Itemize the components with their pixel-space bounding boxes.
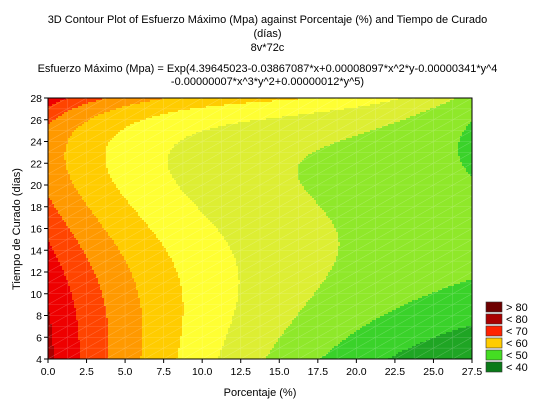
legend-swatch [486,362,502,372]
y-tick-label: 22 [30,158,42,170]
y-tick-label: 4 [36,354,42,366]
y-tick-label: 8 [36,311,42,323]
legend-label: < 80 [506,314,528,326]
legend-label: < 50 [506,350,528,362]
y-tick-label: 18 [30,202,42,214]
x-tick-label: 25.0 [423,366,444,378]
legend-label: < 60 [506,338,528,350]
legend-swatch [486,302,502,312]
y-tick-label: 16 [30,224,42,236]
y-tick-label: 28 [30,93,42,105]
x-tick-label: 17.5 [308,366,329,378]
x-axis: 0.0 2.5 5.0 7.5 10.0 12.5 15.0 17.5 20.0 22.5 25.0… [41,359,483,378]
x-axis-label: Porcentaje (%) [224,387,297,399]
x-tick-label: 10.0 [192,366,213,378]
legend-swatch [486,326,502,336]
x-tick-label: 20.0 [346,366,367,378]
legend-swatch [486,338,502,348]
x-tick-label: 2.5 [79,366,94,378]
y-tick-label: 26 [30,115,42,127]
x-tick-label: 7.5 [156,366,171,378]
y-tick-label: 10 [30,289,42,301]
legend-label: < 40 [506,362,528,374]
x-tick-label: 22.5 [385,366,406,378]
legend-label: > 80 [506,302,528,314]
y-axis: 4 6 8 10 12 14 16 18 20 22 24 26 28 [30,93,48,366]
x-tick-label: 0.0 [41,366,56,378]
y-tick-label: 6 [36,332,42,344]
y-tick-label: 12 [30,267,42,279]
x-tick-label: 27.5 [462,366,483,378]
y-tick-label: 24 [30,137,42,149]
legend-swatch [486,314,502,324]
y-tick-label: 20 [30,180,42,192]
x-tick-label: 12.5 [231,366,252,378]
legend-swatch [486,350,502,360]
legend: > 80< 80< 70< 60< 50< 40 [486,302,528,374]
x-tick-label: 5.0 [118,366,133,378]
y-axis-label: Tiempo de Curado (días) [11,168,23,290]
y-tick-label: 14 [30,245,42,257]
legend-label: < 70 [506,326,528,338]
x-tick-label: 15.0 [269,366,290,378]
